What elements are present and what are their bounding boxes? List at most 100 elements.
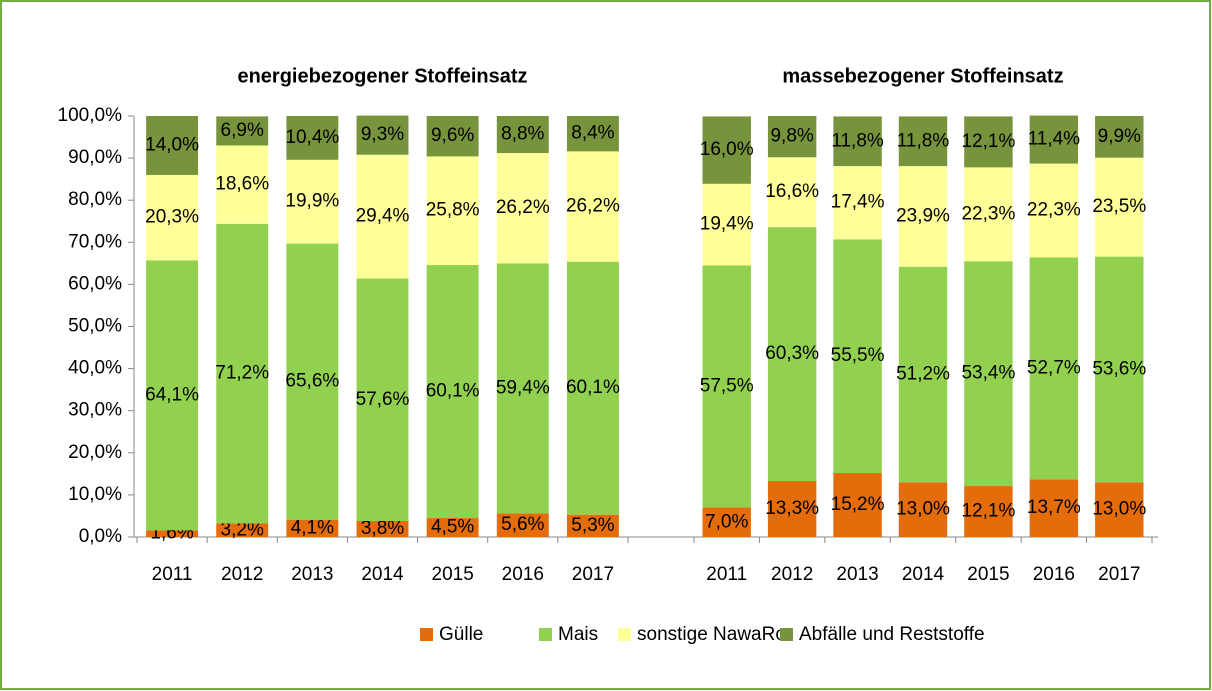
bar-segment (964, 167, 1013, 262)
value-label: 53,6% (1092, 358, 1146, 379)
bar-segment (767, 157, 817, 228)
chart-title: massebezogener Stoffeinsatz (782, 65, 1063, 87)
value-label: 3,2% (221, 519, 264, 540)
value-label: 53,4% (961, 363, 1015, 384)
value-label: 9,3% (361, 124, 404, 145)
value-label: 10,4% (285, 127, 339, 148)
value-label: 64,1% (145, 384, 199, 405)
bar-segment (426, 518, 479, 537)
x-tick-label: 2013 (291, 564, 333, 585)
value-label: 8,4% (571, 123, 614, 144)
bar-segment (1095, 256, 1144, 483)
value-label: 60,3% (765, 343, 819, 364)
value-label: 11,8% (897, 130, 950, 151)
value-label: 13,3% (765, 498, 819, 519)
value-label: 13,0% (1092, 499, 1146, 520)
bar-segment (356, 278, 409, 522)
legend-label: sonstige NawaRo (637, 624, 786, 645)
chart-title: energiebezogener Stoffeinsatz (237, 65, 527, 87)
value-label: 65,6% (285, 371, 339, 392)
value-label: 3,8% (361, 518, 404, 539)
bar-segment (702, 265, 751, 508)
x-tick-label: 2013 (836, 564, 878, 585)
bar-segment (833, 166, 882, 240)
bar-segment (566, 261, 619, 515)
value-label: 12,1% (961, 131, 1015, 152)
x-tick-label: 2015 (432, 564, 474, 585)
legend-swatch (420, 628, 433, 641)
value-label: 9,9% (1098, 126, 1141, 147)
legend-swatch (539, 628, 552, 641)
value-label: 26,2% (566, 196, 620, 217)
bar-segment (496, 153, 549, 264)
x-tick-label: 2012 (771, 564, 813, 585)
bar-segment (767, 227, 817, 482)
value-label: 4,1% (291, 517, 334, 538)
bar-segment (1029, 257, 1079, 480)
value-label: 25,8% (426, 200, 480, 221)
y-tick-label: 80,0% (68, 189, 122, 210)
bar-segment (1095, 116, 1144, 158)
x-tick-label: 2014 (361, 564, 404, 585)
y-tick-label: 90,0% (68, 147, 122, 168)
bar-segment (286, 116, 339, 160)
bar-segment (833, 473, 882, 537)
y-tick-label: 10,0% (68, 484, 122, 505)
bar-segment (702, 116, 751, 184)
value-label: 11,4% (1028, 129, 1081, 150)
bar-segment (216, 523, 269, 537)
bar-segment (566, 116, 619, 152)
bar-segment (426, 116, 479, 157)
value-label: 51,2% (896, 364, 950, 385)
value-label: 6,9% (221, 120, 264, 141)
value-label: 9,8% (770, 126, 813, 147)
bar-segment (566, 151, 619, 262)
legend-label: Gülle (439, 624, 483, 645)
value-label: 60,1% (426, 381, 480, 402)
bar-segment (964, 486, 1013, 537)
value-label: 52,7% (1027, 357, 1081, 378)
bar-segment (898, 116, 948, 167)
bar-segment (426, 156, 479, 266)
bar-segment (1029, 479, 1079, 537)
value-label: 5,6% (501, 514, 544, 535)
bar-segment (1095, 482, 1144, 537)
value-label: 57,5% (700, 376, 754, 397)
bar-segment (216, 116, 269, 146)
bar-segment (898, 482, 948, 537)
value-label: 59,4% (496, 377, 550, 398)
bar-segment (1029, 115, 1079, 164)
value-label: 14,0% (145, 134, 199, 155)
y-tick-label: 40,0% (68, 358, 122, 379)
bar-segment (216, 223, 269, 524)
x-tick-label: 2011 (706, 564, 747, 585)
value-label: 22,3% (961, 203, 1015, 224)
value-label: 15,2% (831, 494, 885, 515)
value-label: 16,6% (765, 181, 819, 202)
bar-segment (286, 243, 339, 520)
bar-segment (702, 183, 751, 266)
bar-segment (1029, 163, 1079, 258)
legend-swatch (618, 628, 631, 641)
value-label: 9,6% (431, 125, 474, 146)
bar-segment (496, 116, 549, 154)
bar-segment (286, 519, 339, 537)
value-label: 55,5% (831, 345, 885, 366)
bar-segment (356, 154, 409, 279)
x-tick-label: 2011 (152, 564, 193, 585)
bar-segment (833, 239, 882, 474)
x-tick-label: 2017 (1098, 564, 1140, 585)
legend-label: Mais (558, 624, 598, 645)
bar-segment (1095, 157, 1144, 257)
value-label: 23,5% (1092, 196, 1146, 217)
bar-segment (702, 507, 751, 537)
value-label: 29,4% (356, 206, 410, 227)
bar-segment (496, 513, 549, 537)
legend-swatch (780, 628, 793, 641)
value-label: 13,7% (1027, 497, 1081, 518)
value-label: 18,6% (215, 174, 269, 195)
value-label: 19,9% (285, 191, 339, 212)
value-label: 22,3% (1027, 200, 1081, 221)
x-tick-label: 2015 (967, 564, 1009, 585)
